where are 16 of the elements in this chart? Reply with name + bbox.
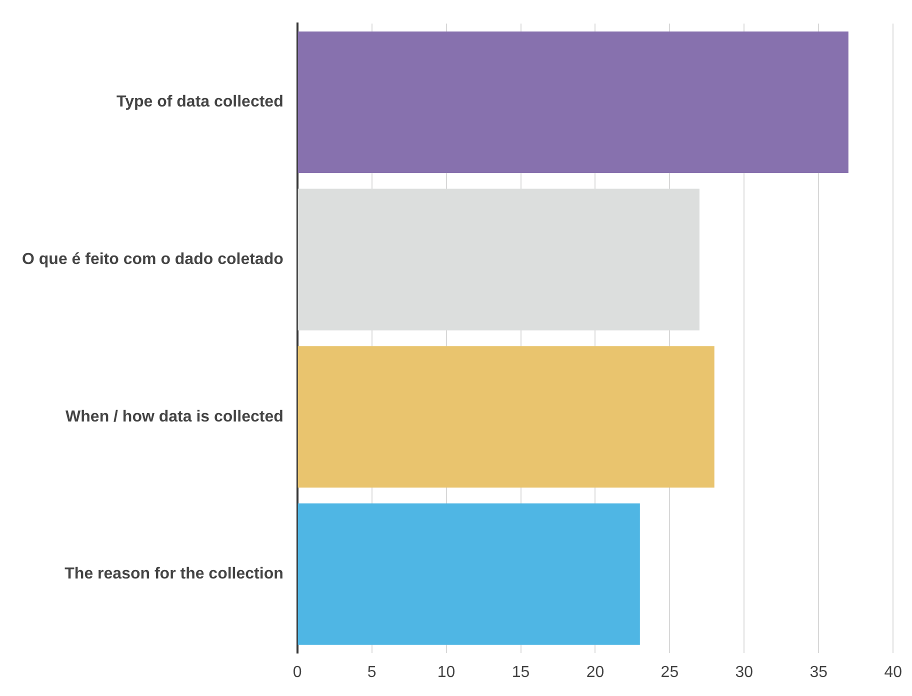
bar: [298, 503, 640, 645]
x-tick-label: 15: [512, 664, 530, 681]
x-tick-label: 20: [586, 664, 604, 681]
x-tick-label: 5: [367, 664, 376, 681]
bar: [298, 31, 848, 174]
x-tick-label: 25: [660, 664, 679, 681]
bar: [298, 346, 714, 488]
y-tick-label: The reason for the collection: [64, 566, 284, 583]
x-tick-label: 30: [735, 664, 754, 681]
y-tick-label: When / how data is collected: [66, 408, 284, 426]
y-tick-label: O que é feito com o dado coletado: [22, 250, 284, 268]
x-tick-label: 35: [810, 664, 828, 681]
x-tick-label: 40: [884, 664, 902, 681]
x-tick-label: 10: [437, 664, 456, 681]
y-tick-label: Type of data collected: [116, 94, 284, 111]
x-tick-label: 0: [292, 664, 302, 681]
